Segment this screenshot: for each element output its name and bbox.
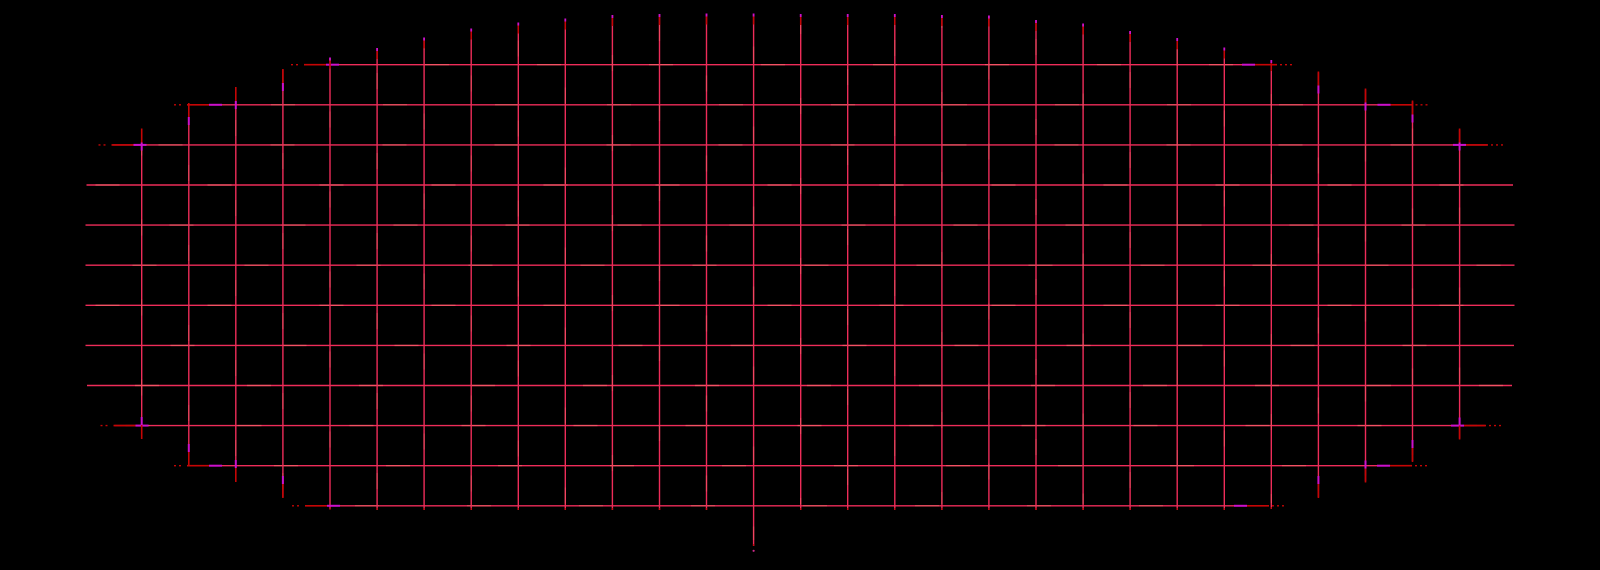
center-tail-marker [752, 549, 755, 552]
vertical-grid-lines [140, 13, 1461, 546]
chromatic-fringes [98, 13, 1503, 546]
center-tail-dot [752, 549, 755, 552]
